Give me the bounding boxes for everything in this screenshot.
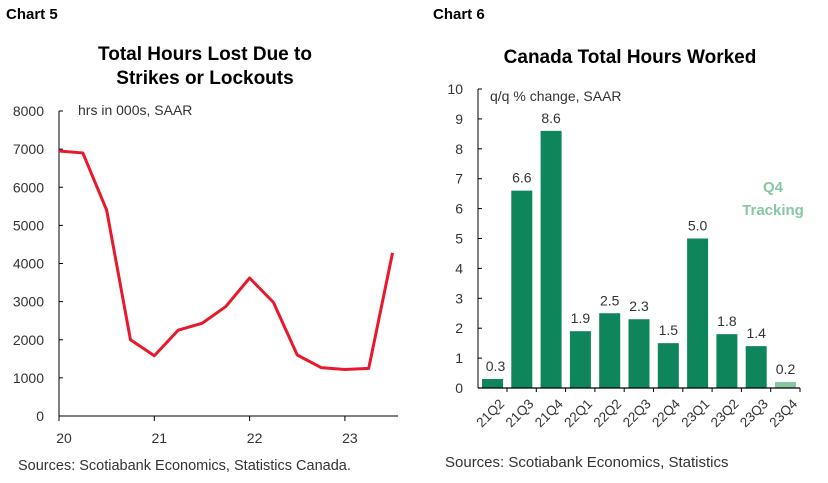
x-tick-label: 23 bbox=[342, 430, 358, 446]
x-tick-label: 21Q2 bbox=[473, 396, 507, 430]
data-label: 1.4 bbox=[746, 325, 766, 341]
data-label: 2.3 bbox=[629, 298, 649, 314]
bar bbox=[511, 190, 533, 388]
data-label: 0.3 bbox=[486, 358, 506, 374]
chart6-title: Canada Total Hours Worked bbox=[503, 47, 757, 68]
bar bbox=[628, 319, 650, 388]
data-label: 2.5 bbox=[600, 292, 620, 308]
chart5-title: Total Hours Lost Due to Strikes or Locko… bbox=[60, 43, 350, 91]
x-tick-label: 23Q1 bbox=[678, 396, 712, 430]
y-tick-label: 7000 bbox=[13, 141, 44, 157]
y-tick-label: 10 bbox=[447, 81, 463, 97]
y-tick-label: 3 bbox=[455, 290, 463, 306]
q4-annotation-line1: Q4 bbox=[763, 179, 784, 196]
y-tick-label: 7 bbox=[455, 171, 463, 187]
chart5-source: Sources: Scotiabank Economics, Statistic… bbox=[18, 458, 351, 474]
data-label: 1.9 bbox=[571, 310, 591, 326]
y-tick-label: 5 bbox=[455, 231, 463, 247]
bar bbox=[482, 379, 503, 388]
bar bbox=[687, 238, 709, 388]
y-tick-label: 1000 bbox=[13, 370, 44, 386]
y-tick-label: 8 bbox=[455, 141, 463, 157]
chart6-source: Sources: Scotiabank Economics, Statistic… bbox=[445, 454, 728, 471]
series-line bbox=[58, 149, 395, 371]
y-tick-label: 0 bbox=[36, 408, 44, 424]
bar bbox=[599, 313, 621, 388]
chart5-label: Chart 5 bbox=[6, 6, 58, 23]
q4-annotation-line2: Tracking bbox=[742, 202, 804, 219]
data-label: 6.6 bbox=[512, 170, 532, 186]
x-tick-label: 23Q2 bbox=[708, 396, 742, 430]
y-tick-label: 8000 bbox=[13, 103, 44, 119]
x-tick-label: 23Q3 bbox=[737, 396, 771, 430]
x-tick-label: 22Q4 bbox=[649, 396, 683, 430]
chart5-title-line1: Total Hours Lost Due to bbox=[98, 44, 312, 65]
x-tick-label: 22Q3 bbox=[620, 396, 654, 430]
x-tick-label: 22Q2 bbox=[591, 396, 625, 430]
y-tick-label: 4 bbox=[455, 260, 463, 276]
chart5-plot: 0 1000 2000 3000 4000 5000 6000 7000 8000 20 21 22 2… bbox=[13, 102, 398, 446]
data-label: 8.6 bbox=[541, 110, 561, 126]
bar bbox=[716, 334, 738, 388]
bar bbox=[569, 331, 591, 388]
x-tick-label: 20 bbox=[56, 430, 72, 446]
chart6-plot: 0 1 2 3 4 5 6 7 8 9 10 q/q % change, SAAR 0.3 21Q2 6.6… bbox=[447, 81, 800, 430]
data-label: 1.8 bbox=[717, 313, 737, 329]
bar bbox=[775, 382, 796, 388]
chart6-label: Chart 6 bbox=[433, 6, 485, 23]
y-tick-label: 6 bbox=[455, 201, 463, 217]
data-label: 5.0 bbox=[688, 218, 708, 234]
y-tick-label: 4000 bbox=[13, 256, 44, 272]
y-tick-label: 6000 bbox=[13, 179, 44, 195]
data-label: 0.2 bbox=[776, 361, 796, 377]
bar bbox=[540, 130, 562, 389]
x-tick-label: 22 bbox=[247, 430, 263, 446]
x-tick-label: 21Q3 bbox=[503, 396, 537, 430]
x-tick-label: 21 bbox=[152, 430, 168, 446]
bar bbox=[745, 346, 767, 388]
y-axis-label: hrs in 000s, SAAR bbox=[78, 102, 192, 118]
y-tick-label: 3000 bbox=[13, 294, 44, 310]
y-tick-label: 2 bbox=[455, 320, 463, 336]
data-label: 1.5 bbox=[659, 322, 679, 338]
y-tick-label: 1 bbox=[455, 350, 463, 366]
y-tick-label: 2000 bbox=[13, 332, 44, 348]
y-tick-label: 9 bbox=[455, 111, 463, 127]
x-tick-label: 21Q4 bbox=[532, 396, 566, 430]
y-axis-label: q/q % change, SAAR bbox=[490, 88, 622, 104]
x-tick-label: 23Q4 bbox=[766, 396, 800, 430]
y-tick-label: 0 bbox=[455, 380, 463, 396]
x-tick-label: 22Q1 bbox=[561, 396, 595, 430]
y-tick-label: 5000 bbox=[13, 217, 44, 233]
chart5-title-line2: Strikes or Lockouts bbox=[116, 68, 294, 89]
bar bbox=[657, 343, 679, 388]
